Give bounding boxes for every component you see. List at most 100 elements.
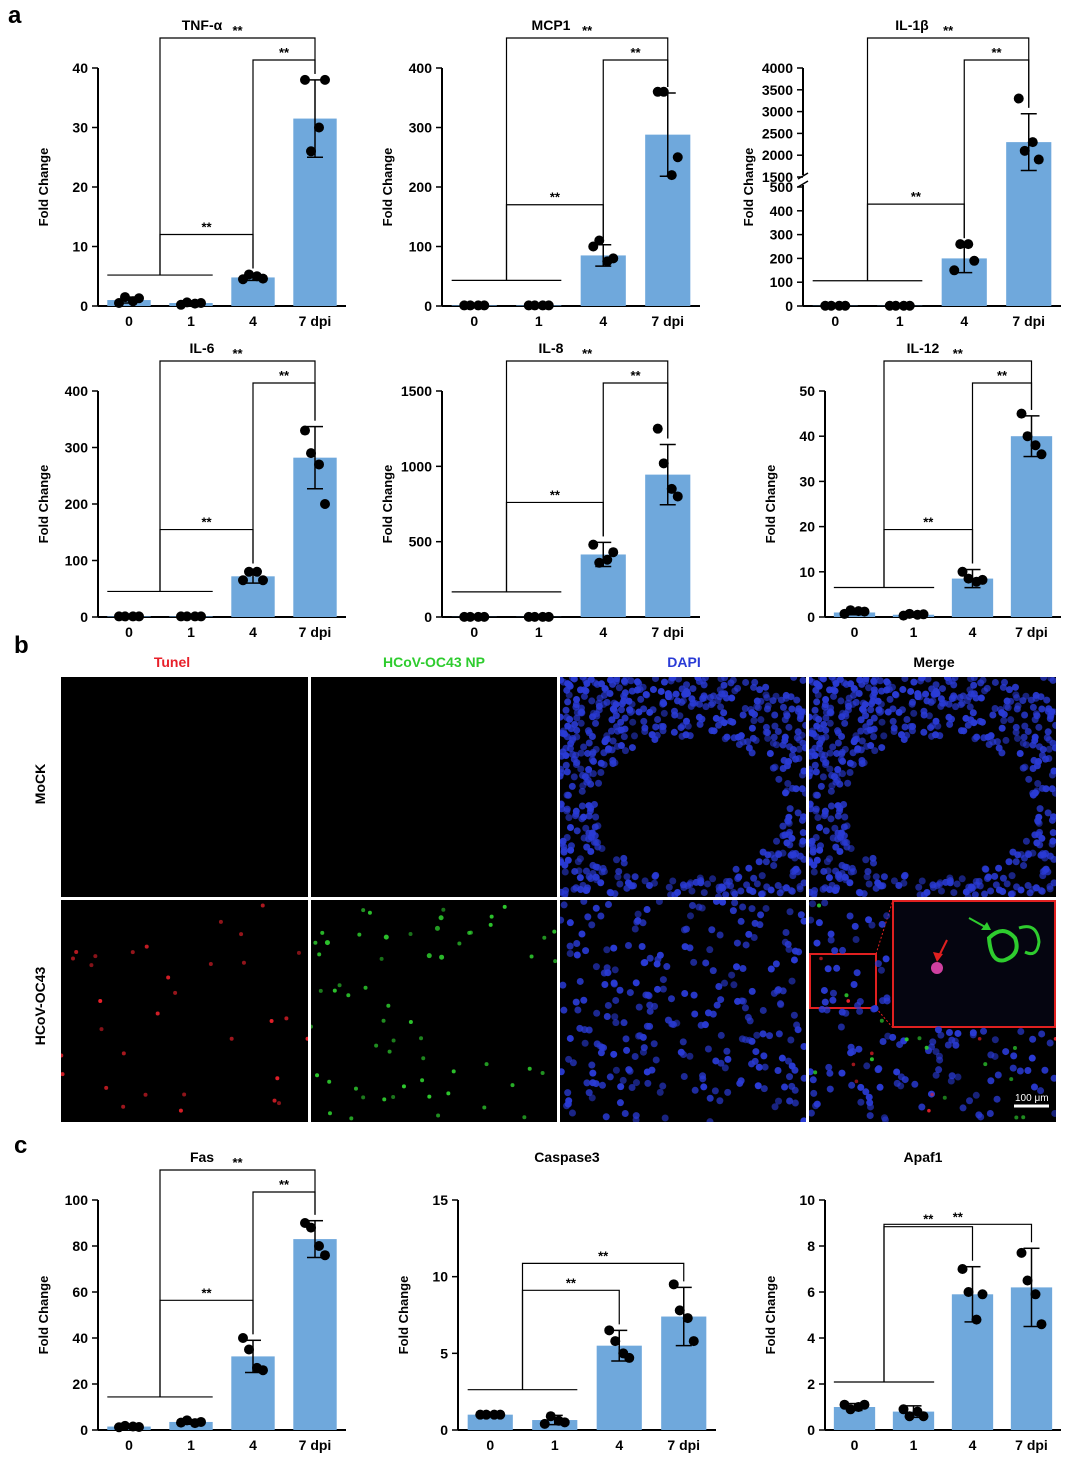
nucleus <box>741 1004 749 1012</box>
merge-signal-hcov <box>809 900 1056 1122</box>
nucleus <box>568 736 576 744</box>
nucleus <box>583 884 591 892</box>
nucleus <box>762 858 770 866</box>
nucleus <box>628 744 636 752</box>
nucleus <box>239 932 244 937</box>
nucleus <box>613 723 621 731</box>
nucleus <box>847 680 855 688</box>
nucleus <box>760 1085 768 1093</box>
data-point <box>826 300 837 311</box>
nucleus <box>967 883 975 891</box>
nucleus <box>374 1043 379 1048</box>
nucleus <box>702 703 710 711</box>
nucleus <box>745 744 753 752</box>
nucleus <box>1038 887 1046 895</box>
nucleus <box>851 922 859 930</box>
nucleus <box>732 865 740 873</box>
nucleus <box>611 1013 619 1021</box>
nucleus <box>977 694 985 702</box>
nucleus <box>870 733 878 741</box>
y-tick-label: 30 <box>799 473 815 489</box>
nucleus <box>652 871 660 879</box>
nucleus <box>948 677 956 685</box>
x-tick-label: 4 <box>599 313 607 329</box>
nucleus <box>865 684 873 692</box>
nucleus <box>854 1001 862 1009</box>
nucleus <box>610 979 618 987</box>
nucleus <box>998 724 1006 732</box>
significance-label: ** <box>279 1177 290 1192</box>
data-point <box>134 611 144 622</box>
nucleus <box>653 985 661 993</box>
data-point <box>320 499 330 509</box>
nucleus <box>589 1079 597 1087</box>
nucleus <box>794 809 802 817</box>
nucleus <box>771 711 779 719</box>
nucleus <box>635 1003 643 1011</box>
data-point <box>120 611 130 622</box>
nucleus <box>1009 890 1017 897</box>
nucleus <box>716 1097 724 1105</box>
nucleus <box>883 997 891 1005</box>
nucleus <box>809 1109 815 1117</box>
nucleus <box>837 697 845 705</box>
nucleus <box>977 1036 982 1041</box>
data-point <box>963 1287 974 1297</box>
nucleus <box>427 1094 432 1099</box>
nucleus <box>856 1007 864 1015</box>
nucleus <box>560 729 566 737</box>
nucleus <box>766 1032 774 1040</box>
nucleus <box>580 996 588 1004</box>
nucleus <box>1028 1054 1036 1062</box>
nucleus <box>93 954 98 959</box>
nucleus <box>924 1045 929 1050</box>
nucleus <box>709 967 717 975</box>
nucleus <box>419 1036 424 1041</box>
nucleus <box>621 1110 629 1118</box>
x-tick-label: 7 dpi <box>651 624 684 640</box>
nucleus <box>587 780 595 788</box>
nucleus <box>928 1043 936 1051</box>
x-tick-label: 0 <box>851 1437 859 1453</box>
nucleus <box>760 1052 768 1060</box>
nucleus <box>1040 677 1048 681</box>
nucleus <box>613 742 621 750</box>
data-point <box>672 152 683 163</box>
nucleus <box>852 935 860 943</box>
nucleus <box>800 1117 806 1122</box>
nucleus <box>832 867 840 875</box>
nucleus <box>917 1036 922 1041</box>
nucleus <box>782 928 790 936</box>
nucleus <box>659 976 667 984</box>
nucleus <box>838 770 846 778</box>
nucleus <box>585 835 593 843</box>
nucleus <box>577 765 585 773</box>
significance-bracket <box>505 501 604 592</box>
nucleus <box>890 728 898 736</box>
significance-bracket <box>159 1299 254 1397</box>
nucleus <box>959 1104 967 1112</box>
nucleus <box>773 837 781 845</box>
nucleus <box>987 887 995 895</box>
nucleus <box>721 979 729 987</box>
nucleus <box>848 1081 856 1089</box>
nucleus <box>784 780 792 788</box>
nucleus <box>987 1077 995 1085</box>
y-tick-label: 10 <box>799 564 815 580</box>
nucleus <box>1005 686 1013 694</box>
nucleus <box>595 706 603 714</box>
nucleus <box>799 677 806 684</box>
x-tick-label: 0 <box>851 624 859 640</box>
nucleus <box>1020 733 1028 741</box>
nucleus <box>977 679 985 687</box>
nucleus <box>788 887 796 895</box>
nucleus <box>573 951 581 959</box>
nucleus <box>610 1050 618 1058</box>
nucleus <box>854 745 862 753</box>
nucleus <box>899 686 907 694</box>
nucleus <box>948 1036 956 1044</box>
nucleus <box>617 718 625 726</box>
nucleus <box>1050 855 1056 863</box>
significance-label: ** <box>232 346 243 361</box>
nucleus <box>868 921 876 929</box>
